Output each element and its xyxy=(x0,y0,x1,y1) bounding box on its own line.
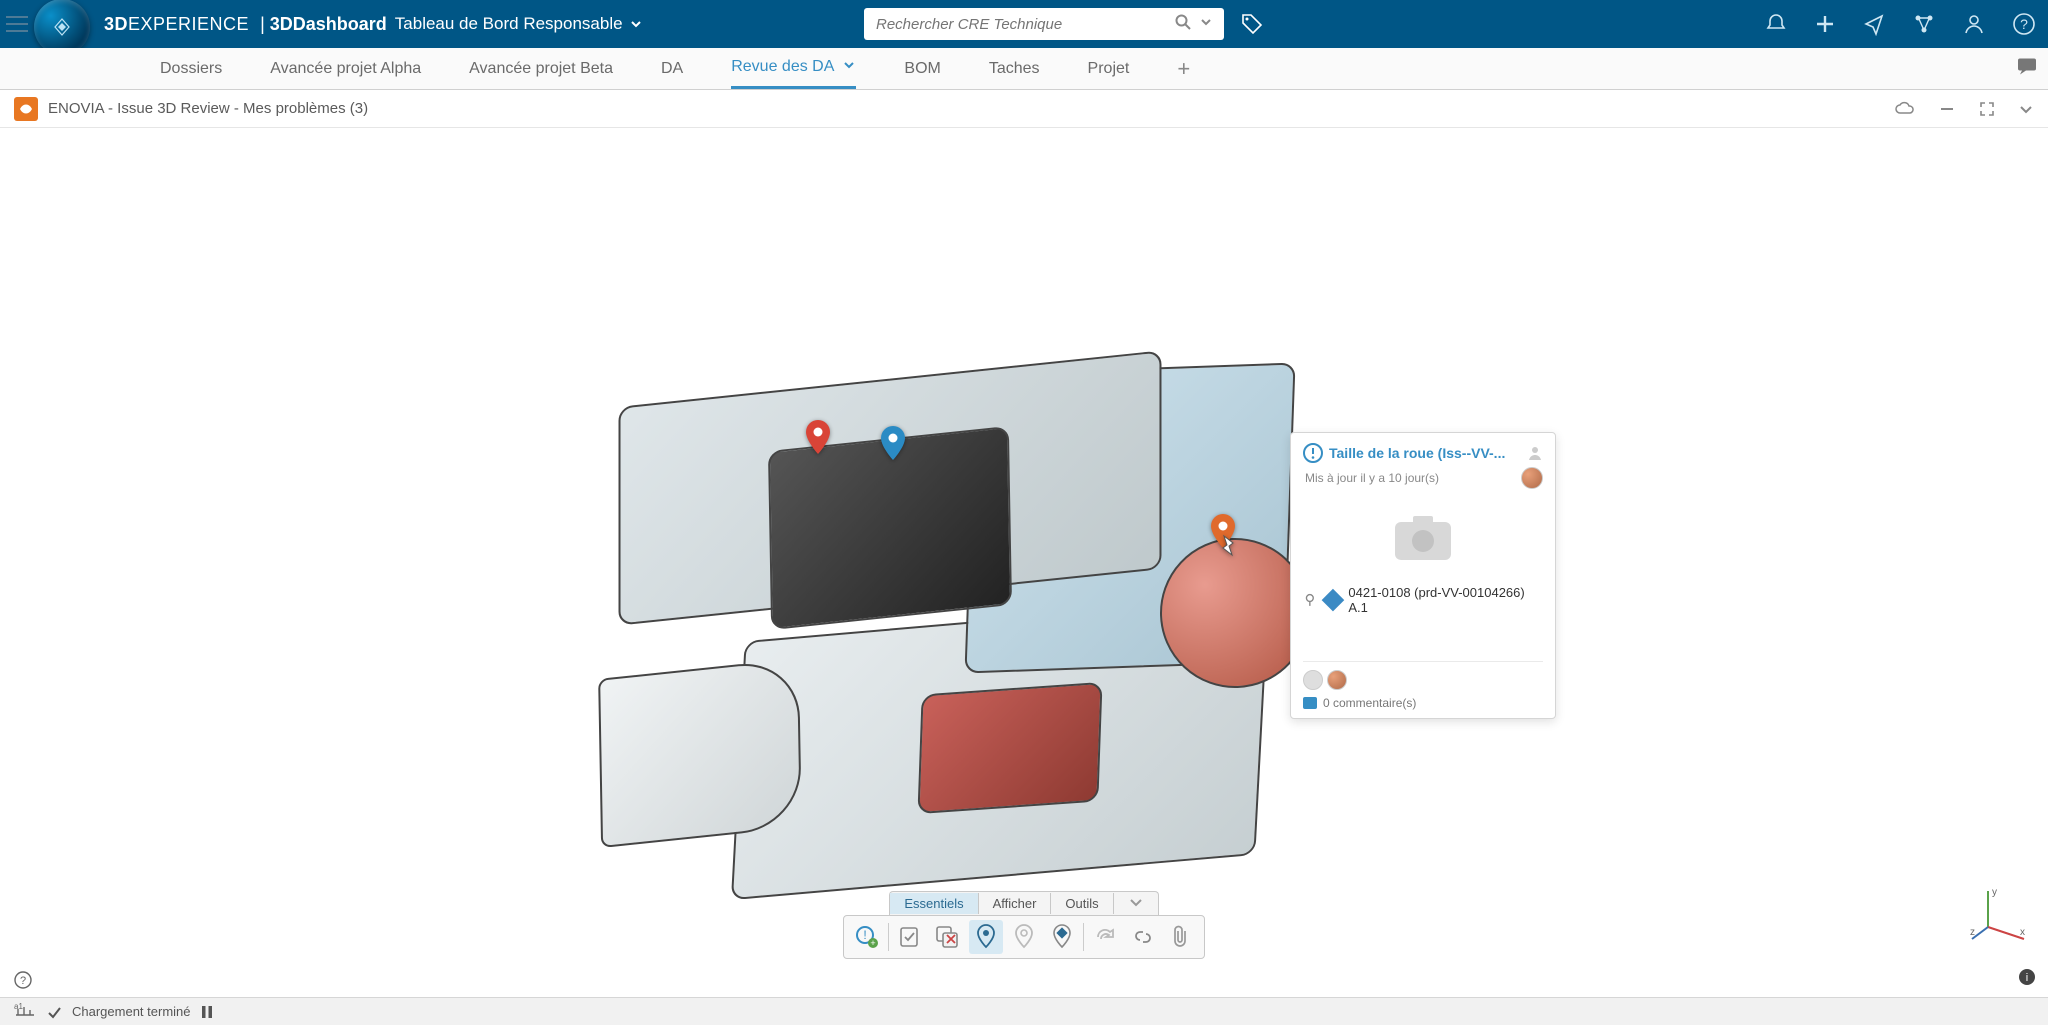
info-icon[interactable]: i xyxy=(2018,968,2036,991)
brand-label: 3DEXPERIENCE xyxy=(104,14,249,35)
part-code[interactable]: 0421-0108 (prd-VV-00104266) A.1 xyxy=(1348,585,1543,615)
chevron-down-icon xyxy=(842,58,856,77)
svg-text:?: ? xyxy=(20,975,26,987)
issue-pin-orange[interactable] xyxy=(1210,514,1236,555)
tool-tab-essentiels[interactable]: Essentiels xyxy=(890,893,977,914)
part-icon xyxy=(1321,589,1343,611)
tag-icon[interactable] xyxy=(1240,12,1264,41)
user-icon[interactable] xyxy=(1962,12,1986,36)
tool-tab-outils[interactable]: Outils xyxy=(1050,893,1112,914)
enovia-icon xyxy=(14,97,38,121)
search-icon[interactable] xyxy=(1174,13,1192,36)
panel-dropdown-icon[interactable] xyxy=(2018,101,2034,117)
status-bar: a1 Chargement terminé xyxy=(0,997,2048,1025)
svg-text:x: x xyxy=(2020,927,2025,938)
cloud-icon[interactable] xyxy=(1894,98,1916,120)
svg-text:+: + xyxy=(870,938,875,948)
tool-cube-pin[interactable] xyxy=(1045,920,1079,954)
issue-title[interactable]: Taille de la roue (Iss--VV-... xyxy=(1329,445,1521,461)
tool-redo[interactable] xyxy=(1088,920,1122,954)
tab-beta[interactable]: Avancée projet Beta xyxy=(469,48,613,89)
dashboard-app-label: | 3DDashboard xyxy=(255,14,387,35)
minimize-icon[interactable] xyxy=(1938,100,1956,118)
help-icon[interactable]: ? xyxy=(2012,12,2036,36)
compass-button[interactable] xyxy=(34,0,90,55)
top-bar: 3DEXPERIENCE | 3DDashboard Tableau de Bo… xyxy=(0,0,2048,48)
tab-bom[interactable]: BOM xyxy=(904,48,940,89)
notification-icon[interactable] xyxy=(1764,12,1788,36)
avatar xyxy=(1303,670,1323,690)
tab-revue-da[interactable]: Revue des DA xyxy=(731,48,856,89)
avatar xyxy=(1521,467,1543,489)
add-icon[interactable] xyxy=(1814,13,1836,35)
issue-card: Taille de la roue (Iss--VV-... Mis à jou… xyxy=(1290,432,1556,719)
search-box[interactable] xyxy=(864,8,1224,40)
dashboard-name-dropdown[interactable]: Tableau de Bord Responsable xyxy=(395,14,643,34)
tool-locate[interactable] xyxy=(969,920,1003,954)
expand-icon[interactable] xyxy=(1978,100,1996,118)
owner-icon xyxy=(1527,445,1543,461)
tab-alpha[interactable]: Avancée projet Alpha xyxy=(270,48,421,89)
axis-triad: y x z xyxy=(1970,885,2030,945)
menu-icon[interactable] xyxy=(6,16,28,32)
thumbnail-placeholder xyxy=(1303,499,1543,577)
panel-title: ENOVIA - Issue 3D Review - Mes problèmes… xyxy=(48,100,368,117)
search-input[interactable] xyxy=(876,16,1170,33)
status-text: Chargement terminé xyxy=(72,1004,191,1019)
search-dropdown-icon[interactable] xyxy=(1200,15,1212,33)
check-icon xyxy=(46,1004,62,1020)
tool-tab-more[interactable] xyxy=(1113,893,1158,914)
tab-strip: Dossiers Avancée projet Alpha Avancée pr… xyxy=(0,48,2048,90)
tool-tab-afficher[interactable]: Afficher xyxy=(978,893,1051,914)
tab-projet[interactable]: Projet xyxy=(1088,48,1130,89)
comment-icon xyxy=(1303,697,1317,709)
tool-attach[interactable] xyxy=(1164,920,1198,954)
network-icon[interactable] xyxy=(1912,12,1936,36)
issue-icon xyxy=(1303,443,1323,463)
model-render xyxy=(620,338,1320,918)
svg-text:z: z xyxy=(1970,927,1975,938)
tab-taches[interactable]: Taches xyxy=(989,48,1040,89)
svg-text:y: y xyxy=(1992,887,1997,898)
issue-pin-blue[interactable] xyxy=(880,426,906,467)
issue-pin-red[interactable] xyxy=(805,420,831,461)
scale-icon[interactable]: a1 xyxy=(14,1003,36,1020)
svg-text:!: ! xyxy=(863,928,866,942)
chevron-down-icon xyxy=(629,17,643,31)
share-icon[interactable] xyxy=(1862,12,1886,36)
tool-zoom-pin[interactable] xyxy=(1007,920,1041,954)
tool-remove[interactable] xyxy=(931,920,965,954)
help-icon[interactable]: ? xyxy=(14,971,32,989)
panel-header: ENOVIA - Issue 3D Review - Mes problèmes… xyxy=(0,90,2048,128)
viewport-toolbar: Essentiels Afficher Outils !+ xyxy=(843,891,1205,959)
tab-dossiers[interactable]: Dossiers xyxy=(160,48,222,89)
tool-validate[interactable] xyxy=(893,920,927,954)
svg-text:a1: a1 xyxy=(14,1003,23,1011)
comment-count[interactable]: 0 commentaire(s) xyxy=(1323,696,1416,710)
add-tab-button[interactable]: + xyxy=(1177,56,1190,82)
viewport-3d[interactable]: Taille de la roue (Iss--VV-... Mis à jou… xyxy=(0,128,2048,995)
chat-icon[interactable] xyxy=(2016,55,2038,82)
avatar xyxy=(1327,670,1347,690)
issue-updated: Mis à jour il y a 10 jour(s) xyxy=(1305,471,1439,485)
pause-icon[interactable] xyxy=(201,1005,213,1019)
tab-da[interactable]: DA xyxy=(661,48,683,89)
svg-text:i: i xyxy=(2026,972,2028,984)
tool-link[interactable] xyxy=(1126,920,1160,954)
tool-issue-add[interactable]: !+ xyxy=(850,920,884,954)
svg-text:?: ? xyxy=(2020,16,2028,32)
location-pin-icon xyxy=(1303,593,1317,607)
